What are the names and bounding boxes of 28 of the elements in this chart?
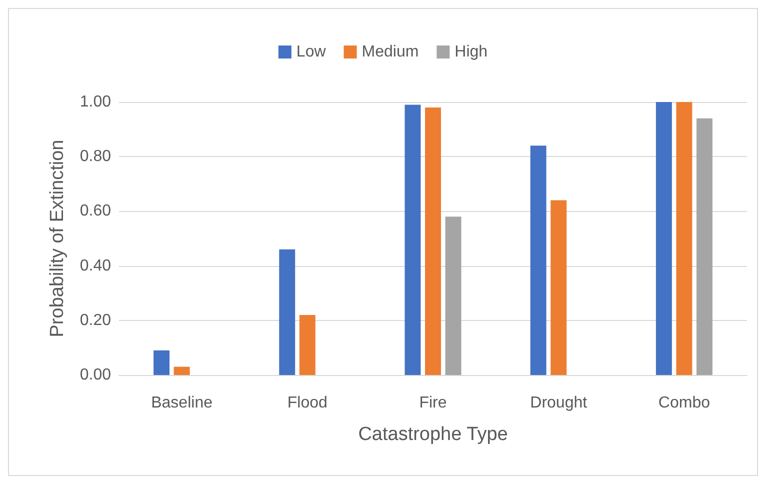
x-tick-label: Baseline [151,394,213,412]
x-tick-label: Flood [287,394,328,412]
legend-label: Low [296,44,326,60]
y-tick-label: 0.80 [80,148,112,166]
bar [299,314,316,375]
bar [696,118,712,375]
x-tick-label: Drought [530,394,588,412]
y-tick-label: 0.20 [80,312,112,329]
legend-label: Medium [362,44,419,60]
bar [656,102,672,375]
bar [174,366,190,375]
bar [404,104,421,375]
y-tick-label: 0.00 [80,366,112,384]
bar [530,146,546,375]
bar [445,216,462,375]
y-axis-title: Probability of Extinction [47,140,68,338]
x-tick-label: Fire [419,394,447,412]
y-tick-label: 0.60 [80,202,112,220]
x-axis-title: Catastrophe Type [358,424,508,445]
bar [676,102,692,375]
y-tick-label: 0.40 [80,257,112,274]
y-tick-label: 1.00 [80,94,112,110]
bar [425,107,441,375]
x-tick-label: Combo [658,394,710,412]
bar [279,249,296,375]
bar [154,350,170,375]
bar [550,200,567,375]
legend-label: High [454,44,488,60]
